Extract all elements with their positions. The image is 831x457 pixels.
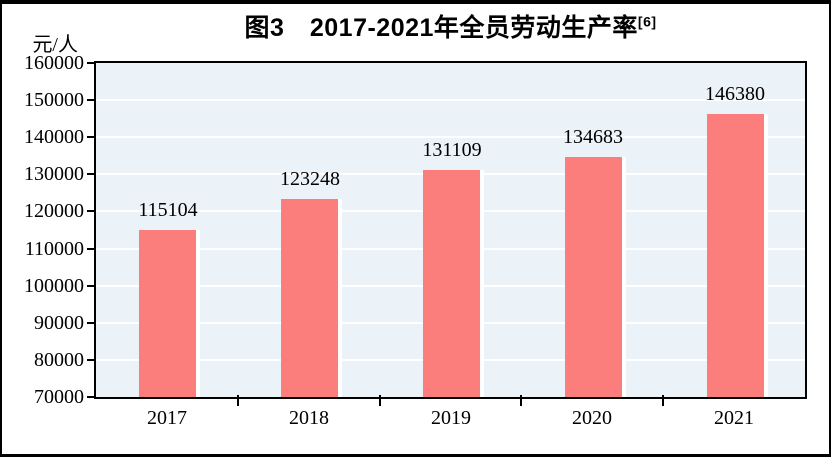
x-axis-tick — [520, 395, 522, 406]
y-axis-tick — [87, 210, 96, 212]
chart-title-footnote-marker: [6] — [637, 13, 657, 30]
bar — [707, 114, 764, 397]
x-axis-tick-label: 2019 — [431, 407, 471, 429]
chart-title: 图3 2017-2021年全员劳动生产率[6] — [94, 8, 807, 44]
y-axis-tick-label: 110000 — [24, 238, 84, 260]
bar-value-label: 123248 — [280, 168, 340, 190]
bar-value-label: 131109 — [422, 139, 482, 161]
y-axis-tick-label: 120000 — [24, 200, 84, 222]
y-axis-tick — [87, 173, 96, 175]
bar — [139, 230, 196, 397]
plot-area: 70000 80000 90000 100000 110000 120000 130000 1… — [24, 52, 807, 429]
y-axis-tick — [87, 396, 96, 398]
y-axis-tick — [87, 322, 96, 324]
chart-title-text: 图3 2017-2021年全员劳动生产率 — [244, 14, 638, 42]
bar — [423, 170, 480, 397]
y-axis-tick-label: 70000 — [34, 386, 84, 408]
y-axis-tick-label: 130000 — [24, 163, 84, 185]
x-axis-tick — [662, 395, 664, 406]
x-axis-tick-label: 2020 — [572, 407, 612, 429]
gridline — [96, 136, 805, 138]
x-axis-tick-label: 2017 — [147, 407, 187, 429]
x-axis-tick-label: 2018 — [289, 407, 329, 429]
y-axis-tick-label: 160000 — [24, 52, 84, 74]
y-axis-tick — [87, 248, 96, 250]
bar-value-label: 146380 — [705, 83, 765, 105]
y-axis-tick — [87, 285, 96, 287]
y-axis-unit-label: 元/人 — [32, 34, 78, 56]
y-axis-tick-label: 100000 — [24, 275, 84, 297]
y-axis-tick-label: 80000 — [34, 349, 84, 371]
x-axis-tick-label: 2021 — [714, 407, 754, 429]
y-axis-tick-label: 140000 — [24, 126, 84, 148]
y-axis-tick-label: 150000 — [24, 89, 84, 111]
y-axis-tick — [87, 99, 96, 101]
y-axis-tick — [87, 359, 96, 361]
x-axis-tick — [237, 395, 239, 406]
bar-value-label: 134683 — [563, 126, 623, 148]
bar — [281, 199, 338, 397]
bar-value-label: 115104 — [138, 199, 198, 221]
bar — [565, 157, 622, 397]
y-axis-tick-label: 90000 — [34, 312, 84, 334]
x-axis-tick — [379, 395, 381, 406]
y-axis-tick — [87, 136, 96, 138]
y-axis-tick — [87, 62, 96, 64]
gridline — [96, 99, 805, 101]
